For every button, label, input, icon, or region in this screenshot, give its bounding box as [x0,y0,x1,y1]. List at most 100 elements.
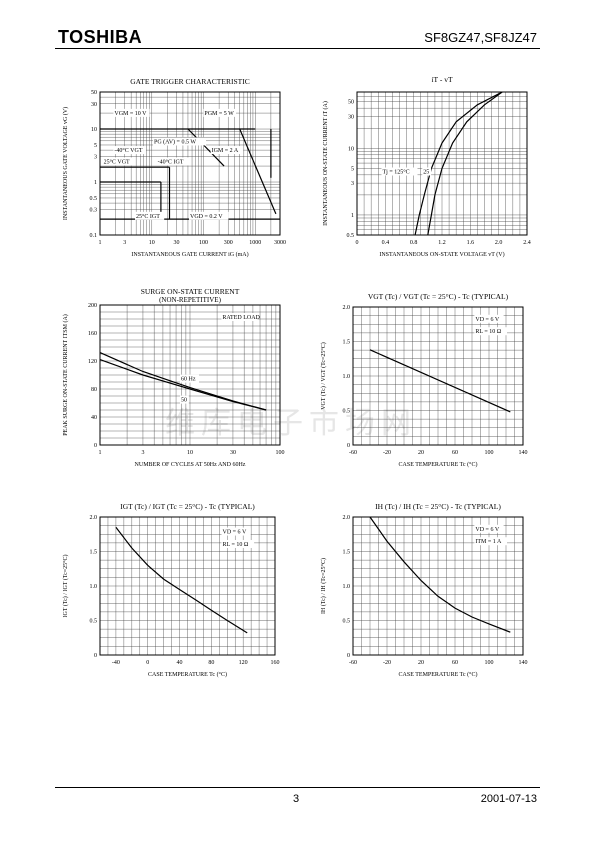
on-state-title: iT - vT [431,75,453,84]
gate-trigger-annotation-bg [113,146,146,155]
igt-tc-xtick-label: 120 [239,660,248,666]
gate-trigger-frame [99,91,281,236]
part-number: SF8GZ47,SF8JZ47 [424,30,537,45]
on-state-xtick-label: 0.4 [382,240,390,246]
on-state-ytick-label: 30 [348,115,354,121]
igt-tc-xtick-label: -40 [112,660,120,666]
gate-trigger-annotation: VGM = 10 V [114,111,147,117]
ih-tc-annotation: ITM = 1 A [475,539,502,545]
ih-tc-ytick-label: 2.0 [343,515,351,521]
ih-tc-xtick-label: -60 [349,660,357,666]
vgt-tc-series-line-0 [369,349,511,413]
surge-annotation: 60 Hz [181,377,196,383]
gate-trigger-annotation-bg [156,157,190,166]
ih-tc-xtick-label: -20 [383,660,391,666]
vgt-tc-annotation: RL = 10 Ω [475,329,501,335]
page-number: 3 [293,793,300,805]
ih-tc-chart: -60 -20 20 60 100 140 0 0.5 1.0 1.5 2.0 IH (Tc) / I… [320,502,528,678]
ih-tc-xlabel: CASE TEMPERATURE Tc (°C) [399,671,478,678]
igt-tc-ytick-label: 2.0 [90,515,98,521]
surge-subtitle: (NON-REPETITIVE) [159,296,221,304]
igt-tc-annotation-bg [221,539,255,548]
gate-trigger-series-line-3 [187,128,225,167]
surge-xtick-label: 1 [99,450,102,456]
ih-tc-series-line-0 [369,516,511,633]
gate-trigger-title: GATE TRIGGER CHARACTERISTIC [130,77,249,86]
gate-trigger-annotation: 25°C IGT [136,213,160,220]
vgt-tc-xlabel: CASE TEMPERATURE Tc (°C) [399,461,478,468]
surge-annotation: 50 [181,398,187,404]
ih-tc-xtick-label: 100 [485,660,494,666]
gate-trigger-annotation-bg [153,137,206,146]
vgt-tc-frame [352,306,524,446]
igt-tc-annotation: RL = 10 Ω [223,542,249,548]
gate-trigger-ylabel: INSTANTANEOUS GATE VOLTAGE vG (V) [62,107,69,220]
vgt-tc-annotation-bg [474,327,507,336]
ih-tc-frame [352,516,524,656]
surge-annotation-bg [221,313,258,321]
ih-tc-ytick-label: 1.0 [343,584,351,590]
igt-tc-ytick-label: 1.0 [90,584,98,590]
gate-trigger-series-line-2 [239,128,277,215]
gate-trigger-xtick-label: 1000 [249,240,261,246]
igt-tc-annotation: VD = 6 V [223,530,247,536]
igt-tc-chart: -40 0 40 80 120 160 0 0.5 1.0 1.5 2.0 IGT (Tc) / IG… [62,502,280,678]
footer-rule [55,787,540,788]
on-state-xtick-label: 1.6 [467,240,475,246]
on-state-frame [356,91,528,236]
igt-tc-xlabel: CASE TEMPERATURE Tc (°C) [148,671,227,678]
on-state-annotation-bg [381,167,418,176]
gate-trigger-ytick-label: 0.3 [90,208,98,214]
gate-trigger-xlabel: INSTANTANEOUS GATE CURRENT iG (mA) [131,251,248,258]
vgt-tc-ytick-label: 1.5 [343,340,351,346]
vgt-tc-annotation-bg [474,314,504,323]
ih-tc-annotation-bg [474,537,507,546]
vgt-tc-ylabel: VGT (Tc) / VGT (Tc=25°C) [320,342,327,410]
surge-frame [99,304,281,446]
gate-trigger-ytick-label: 0.5 [90,196,98,202]
surge-ytick-label: 160 [88,331,97,337]
gate-trigger-annotation: VGD = 0.2 V [190,214,223,220]
surge-ytick-label: 0 [94,443,97,449]
vgt-tc-ytick-label: 2.0 [343,305,351,311]
gate-trigger-ytick-label: 1 [94,180,97,186]
surge-xlabel: NUMBER OF CYCLES AT 50Hz AND 60Hz [135,462,246,468]
on-state-ytick-label: 1 [351,213,354,219]
gate-trigger-ytick-label: 50 [91,90,97,96]
ih-tc-ytick-label: 1.5 [343,550,351,556]
igt-tc-annotation-bg [221,527,251,536]
gate-trigger-xtick-label: 100 [199,240,208,246]
gate-trigger-annotation: PG (AV) = 0.5 W [154,138,196,145]
vgt-tc-xtick-label: 100 [485,450,494,456]
vgt-tc-title: VGT (Tc) / VGT (Tc = 25°C) - Tc (TYPICAL… [368,292,509,301]
surge-ytick-label: 200 [88,303,97,309]
ih-tc-xtick-label: 60 [452,660,458,666]
igt-tc-xtick-label: 40 [177,660,183,666]
vgt-tc-xtick-label: 60 [452,450,458,456]
vgt-tc-ytick-label: 1.0 [343,374,351,380]
surge-ytick-label: 80 [91,387,97,393]
brand-logo: TOSHIBA [58,27,143,47]
gate-trigger-annotation: -40°C VGT [114,147,142,154]
vgt-tc-xtick-label: -20 [383,450,391,456]
on-state-annotation: 25 [423,170,429,176]
surge-annotation: RATED LOAD [222,315,260,321]
surge-ytick-label: 40 [91,415,97,421]
surge-series-line-1 [99,359,267,411]
gate-trigger-annotation-bg [113,108,150,117]
gate-trigger-chart: 1 3 10 30 100 300 1000 3000 0.1 0.3 0.5 1 3 5 10 30 50 GA… [62,77,286,258]
igt-tc-xtick-label: 160 [271,660,280,666]
on-state-ytick-label: 0.5 [347,233,355,239]
igt-tc-ytick-label: 1.5 [90,550,98,556]
igt-tc-ytick-label: 0.5 [90,619,98,625]
on-state-chart: 0 0.4 0.8 1.2 1.6 2.0 2.4 0.5 1 3 5 10 30 50 iT - vT IN… [322,75,531,258]
on-state-ylabel: INSTANTANEOUS ON-STATE CURRENT iT (A) [322,101,329,226]
gate-trigger-ytick-label: 3 [94,155,97,161]
igt-tc-xtick-label: 0 [146,660,149,666]
header-rule [55,48,540,49]
gate-trigger-ytick-label: 10 [91,127,97,133]
gate-trigger-xtick-label: 3 [123,240,126,246]
on-state-xtick-label: 2.4 [523,240,531,246]
surge-annotation-bg [180,395,189,404]
vgt-tc-xtick-label: -60 [349,450,357,456]
